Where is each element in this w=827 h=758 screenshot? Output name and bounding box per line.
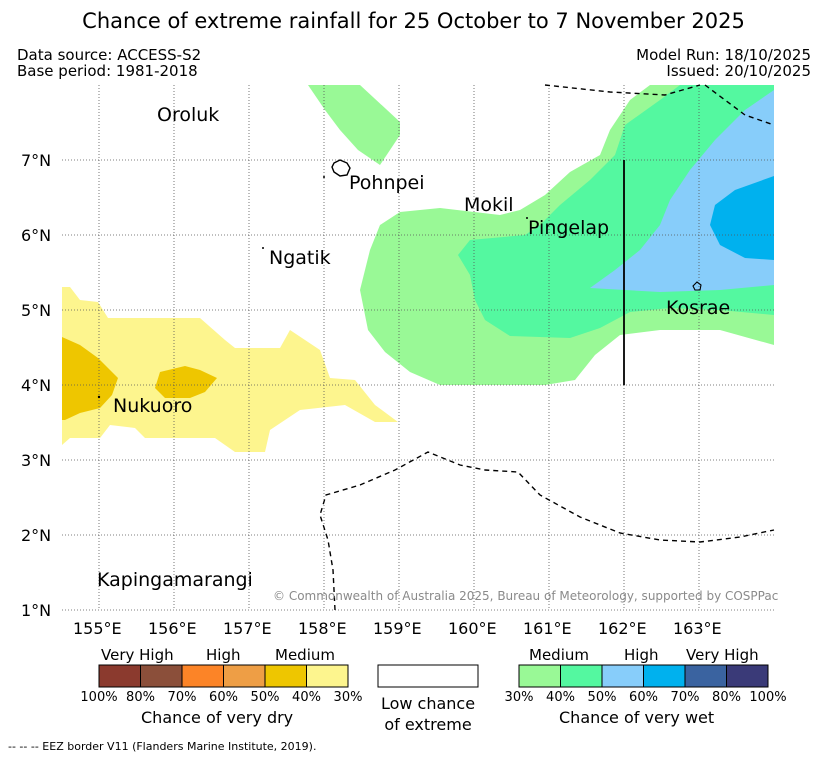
dry-legend-pct-label: 40% <box>292 690 321 705</box>
wet-legend-pct-label: 70% <box>670 690 700 705</box>
wet-legend-pct-label: 50% <box>587 690 617 705</box>
eez-borders <box>319 84 775 611</box>
eez-note: -- -- -- EEZ border V11 (Flanders Marine… <box>8 740 317 753</box>
dry-region-medium-30 <box>62 287 398 452</box>
issued-date: Issued: 20/10/2025 <box>666 62 811 80</box>
base-period: Base period: 1981-2018 <box>17 62 198 80</box>
lat-label-5n: 5°N <box>21 301 52 320</box>
low-chance-line2: of extreme <box>384 715 472 734</box>
low-chance-box <box>377 664 479 688</box>
place-pohnpei: Pohnpei <box>349 172 425 194</box>
wet-legend-pct-label: 80% <box>712 690 741 705</box>
wet-legend-swatch <box>684 664 727 688</box>
lon-label-160e: 160°E <box>448 619 497 638</box>
place-kosrae: Kosrae <box>666 297 731 319</box>
place-pingelap: Pingelap <box>528 217 610 239</box>
dry-legend-very-high: Very High <box>101 646 174 664</box>
wet-region-medium-30 <box>308 85 400 165</box>
copyright-notice: © Commonwealth of Australia 2025, Bureau… <box>273 589 779 603</box>
dry-legend-swatch <box>306 664 349 688</box>
wet-legend-pct-label: 100% <box>749 690 787 705</box>
pohnpei-island <box>331 159 351 177</box>
lon-label-161e: 161°E <box>523 619 572 638</box>
map-title: Chance of extreme rainfall for 25 Octobe… <box>82 9 745 33</box>
lon-label-156e: 156°E <box>148 619 197 638</box>
dry-legend-swatch <box>140 664 183 688</box>
low-chance-line1: Low chance <box>380 694 476 713</box>
dry-legend-pct-label: 30% <box>333 690 363 705</box>
lat-label-2n: 2°N <box>21 526 52 545</box>
dry-legend-medium: Medium <box>275 646 335 664</box>
lat-label-7n: 7°N <box>21 151 52 170</box>
dry-region-medium-40 <box>62 337 118 420</box>
wet-legend-pct-label: 60% <box>629 690 658 705</box>
nukuoro-atoll <box>97 395 101 399</box>
wet-region-high-60 <box>710 176 774 260</box>
dry-legend-swatch <box>181 664 224 688</box>
wet-legend-medium: Medium <box>529 646 589 664</box>
wet-legend-very-high: Very High <box>686 646 759 664</box>
dry-legend-swatch <box>264 664 307 688</box>
dry-legend-caption: Chance of very dry <box>141 708 294 727</box>
dry-legend-swatch <box>98 664 141 688</box>
dry-legend-pct-label: 80% <box>126 690 155 705</box>
pohnpei-islet <box>323 176 325 178</box>
place-kapingamarangi: Kapingamarangi <box>97 569 253 591</box>
mokil-atoll <box>526 217 528 219</box>
lon-label-157e: 157°E <box>223 619 272 638</box>
lat-label-3n: 3°N <box>21 451 52 470</box>
model-run: Model Run: 18/10/2025 <box>636 46 811 64</box>
wet-legend-swatch <box>518 664 561 688</box>
dry-legend-high: High <box>206 646 241 664</box>
lon-label-158e: 158°E <box>298 619 347 638</box>
wet-legend-swatch <box>643 664 686 688</box>
lat-label-4n: 4°N <box>21 376 52 395</box>
dry-legend-pct-label: 70% <box>167 690 197 705</box>
place-nukuoro: Nukuoro <box>113 395 193 417</box>
dry-legend-pct-label: 60% <box>209 690 238 705</box>
wet-legend-high: High <box>624 646 659 664</box>
dry-region-medium-40-b <box>155 366 217 398</box>
place-mokil: Mokil <box>464 194 514 216</box>
dry-legend-pct-label: 50% <box>250 690 280 705</box>
lon-label-163e: 163°E <box>673 619 722 638</box>
place-ngatik: Ngatik <box>269 247 331 269</box>
wet-legend-caption: Chance of very wet <box>559 708 715 727</box>
dry-legend-swatch <box>223 664 266 688</box>
kosrae-island <box>692 281 702 291</box>
wet-legend-pct-label: 40% <box>546 690 575 705</box>
dry-legend-pct-label: 100% <box>80 690 118 705</box>
wet-legend-colorbar <box>518 664 769 688</box>
place-oroluk: Oroluk <box>157 104 220 126</box>
lon-label-159e: 159°E <box>373 619 422 638</box>
lon-label-155e: 155°E <box>73 619 122 638</box>
wet-legend-swatch <box>726 664 769 688</box>
dry-legend-colorbar <box>98 664 349 688</box>
lat-label-1n: 1°N <box>21 601 52 620</box>
lat-label-6n: 6°N <box>21 226 52 245</box>
lon-label-162e: 162°E <box>598 619 647 638</box>
ngatik-atoll <box>262 247 264 249</box>
wet-legend-swatch <box>601 664 644 688</box>
data-source: Data source: ACCESS-S2 <box>17 46 202 64</box>
wet-legend-pct-label: 30% <box>504 690 534 705</box>
wet-legend-swatch <box>560 664 603 688</box>
